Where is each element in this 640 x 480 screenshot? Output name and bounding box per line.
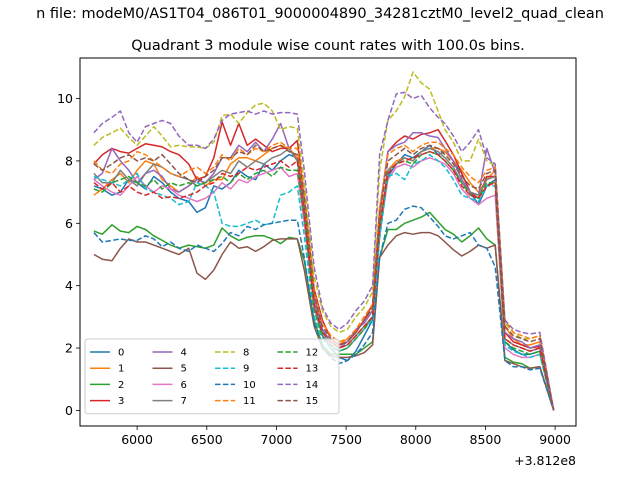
x-offset-label: +3.812e8 <box>514 453 576 468</box>
legend-label-9: 9 <box>243 364 249 375</box>
y-tick-label: 4 <box>65 278 73 293</box>
axes-frame <box>79 57 577 427</box>
series-line-11 <box>93 141 555 411</box>
x-tick-label: 6500 <box>191 432 223 447</box>
x-tick-label: 7000 <box>261 432 293 447</box>
legend-label-10: 10 <box>243 380 256 391</box>
series-line-12 <box>93 150 555 411</box>
series-line-13 <box>93 150 555 411</box>
series-line-15 <box>93 144 555 411</box>
series-line-14 <box>93 91 555 411</box>
x-tick-label: 9000 <box>539 432 571 447</box>
y-tick-label: 0 <box>65 403 73 418</box>
y-axis: 0 2 4 6 8 10 <box>57 91 80 418</box>
legend-label-7: 7 <box>181 396 187 407</box>
legend-label-8: 8 <box>243 348 249 359</box>
legend-label-14: 14 <box>306 380 319 391</box>
legend-label-13: 13 <box>306 364 319 375</box>
x-tick-label: 6000 <box>121 432 153 447</box>
figure-suptitle: n file: modeM0/AS1T04_086T01_9000004890_… <box>36 6 604 22</box>
legend-label-12: 12 <box>306 348 319 359</box>
legend-label-15: 15 <box>306 396 319 407</box>
y-tick-label: 8 <box>65 153 73 168</box>
legend-frame <box>84 338 340 415</box>
legend-label-4: 4 <box>181 348 187 359</box>
x-axis: 6000 6500 7000 7500 8000 8500 9000 <box>121 426 571 447</box>
legend-label-0: 0 <box>118 348 124 359</box>
legend-label-1: 1 <box>118 364 124 375</box>
legend-label-2: 2 <box>118 380 124 391</box>
y-tick-label: 6 <box>65 216 73 231</box>
x-tick-label: 8000 <box>400 432 432 447</box>
x-tick-label: 7500 <box>330 432 362 447</box>
legend-label-3: 3 <box>118 396 124 407</box>
legend-label-5: 5 <box>181 364 187 375</box>
x-tick-label: 8500 <box>470 432 502 447</box>
legend-label-11: 11 <box>243 396 256 407</box>
y-tick-label: 10 <box>57 91 73 106</box>
series-line-8 <box>93 71 555 411</box>
chart-title: Quadrant 3 module wise count rates with … <box>131 38 525 54</box>
legend-label-6: 6 <box>181 380 187 391</box>
y-tick-label: 2 <box>65 341 73 356</box>
